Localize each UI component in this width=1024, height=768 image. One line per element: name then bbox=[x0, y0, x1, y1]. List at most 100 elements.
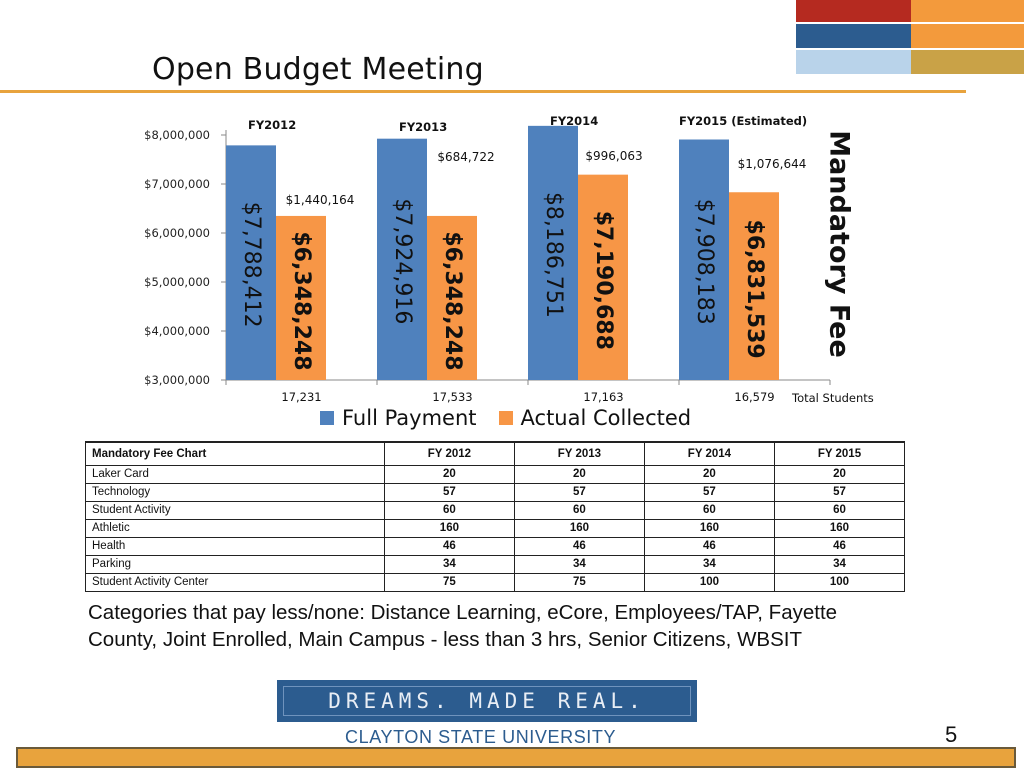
student-count-label: 17,231 bbox=[281, 390, 321, 404]
table-cell: 75 bbox=[383, 573, 515, 592]
y-tick-label: $4,000,000 bbox=[144, 324, 210, 338]
bar-actual-collected bbox=[427, 215, 477, 380]
bar-value-label-actual-collected: $6,348,248 bbox=[440, 231, 465, 370]
legend-item-full-payment: Full Payment bbox=[320, 406, 477, 430]
table-cell: 60 bbox=[383, 501, 515, 520]
y-tick-label: $3,000,000 bbox=[144, 373, 210, 387]
table-cell: 160 bbox=[773, 519, 906, 538]
table-cell: 57 bbox=[643, 483, 775, 502]
dreams-made-real-banner: DREAMS. MADE REAL. bbox=[277, 680, 697, 722]
bar-value-label-full-payment: $7,788,412 bbox=[239, 202, 264, 328]
table-cell: 34 bbox=[513, 555, 645, 574]
bar-value-label-actual-collected: $6,831,539 bbox=[742, 220, 767, 359]
bar-actual-collected bbox=[578, 174, 628, 380]
difference-label: $1,440,164 bbox=[286, 193, 355, 207]
table-cell: Technology bbox=[85, 483, 385, 502]
table-cell: 20 bbox=[513, 465, 645, 484]
table-cell: 57 bbox=[513, 483, 645, 502]
table-cell: 34 bbox=[383, 555, 515, 574]
table-row: Technology 57 57 57 57 bbox=[85, 483, 906, 502]
y-tick-label: $8,000,000 bbox=[144, 128, 210, 142]
legend-swatch-full-payment bbox=[320, 411, 334, 425]
deco-block-orange-top bbox=[911, 0, 1024, 22]
table-cell: Laker Card bbox=[85, 465, 385, 484]
page-number: 5 bbox=[945, 722, 958, 747]
table-cell: 100 bbox=[773, 573, 906, 592]
table-cell: Health bbox=[85, 537, 385, 556]
table-header-row: Mandatory Fee Chart FY 2012 FY 2013 FY 2… bbox=[85, 441, 906, 466]
bar-value-label-full-payment: $7,908,183 bbox=[692, 199, 717, 325]
table-cell: 60 bbox=[643, 501, 775, 520]
student-count-axis-label: Total Students bbox=[791, 391, 874, 405]
legend-label-full-payment: Full Payment bbox=[342, 406, 477, 430]
bar-value-label-full-payment: $7,924,916 bbox=[390, 198, 415, 324]
table-header-cell: FY 2014 bbox=[643, 441, 775, 466]
table-header-cell: FY 2013 bbox=[513, 441, 645, 466]
bar-actual-collected bbox=[276, 215, 326, 380]
table-cell: 60 bbox=[773, 501, 906, 520]
table-header-cell: FY 2015 bbox=[773, 441, 906, 466]
table-cell: 20 bbox=[383, 465, 515, 484]
side-label: Mandatory Fee bbox=[823, 130, 855, 358]
table-header-cell: FY 2012 bbox=[383, 441, 515, 466]
student-count-label: 16,579 bbox=[734, 390, 774, 404]
deco-block-orange bbox=[911, 24, 1024, 48]
mandatory-fee-bar-chart: $3,000,000 $4,000,000 $5,000,000 $6,000,000… bbox=[144, 114, 874, 405]
footer-bar bbox=[16, 747, 1016, 768]
table-row: Laker Card 20 20 20 20 bbox=[85, 465, 906, 484]
table-cell: 46 bbox=[773, 537, 906, 556]
y-tick-label: $7,000,000 bbox=[144, 177, 210, 191]
university-name: CLAYTON STATE UNIVERSITY bbox=[345, 727, 617, 747]
deco-block-blue bbox=[796, 24, 911, 48]
bar-full-payment bbox=[679, 139, 729, 380]
banner-text: DREAMS. MADE REAL. bbox=[328, 689, 646, 713]
student-count-label: 17,533 bbox=[432, 390, 472, 404]
legend-label-actual-collected: Actual Collected bbox=[520, 406, 692, 430]
table-cell: Athletic bbox=[85, 519, 385, 538]
table-cell: 60 bbox=[513, 501, 645, 520]
banner-frame: DREAMS. MADE REAL. bbox=[283, 686, 691, 716]
legend-item-actual-collected: Actual Collected bbox=[498, 406, 692, 430]
category-label: FY2013 bbox=[399, 120, 447, 134]
table-cell: 57 bbox=[383, 483, 515, 502]
table-cell: 160 bbox=[513, 519, 645, 538]
bar-full-payment bbox=[377, 138, 427, 380]
table-cell: Student Activity Center bbox=[85, 573, 385, 592]
legend-swatch-actual-collected bbox=[498, 411, 513, 425]
table-cell: 46 bbox=[513, 537, 645, 556]
bar-value-label-full-payment: $8,186,751 bbox=[541, 192, 566, 318]
student-count-label: 17,163 bbox=[583, 390, 623, 404]
table-cell: 46 bbox=[643, 537, 775, 556]
table-cell: Parking bbox=[85, 555, 385, 574]
table-cell: 34 bbox=[643, 555, 775, 574]
table-cell: 160 bbox=[643, 519, 775, 538]
table-cell: 75 bbox=[513, 573, 645, 592]
table-row: Student Activity Center 75 75 100 100 bbox=[85, 573, 906, 592]
chart-legend: Full Payment Actual Collected bbox=[320, 406, 713, 430]
table-cell: 34 bbox=[773, 555, 906, 574]
difference-label: $684,722 bbox=[437, 150, 494, 164]
table-row: Athletic 160 160 160 160 bbox=[85, 519, 906, 538]
deco-block-lightblue bbox=[796, 50, 911, 74]
mandatory-fee-table: Mandatory Fee Chart FY 2012 FY 2013 FY 2… bbox=[85, 441, 906, 592]
table-row: Health 46 46 46 46 bbox=[85, 537, 906, 556]
table-cell: 20 bbox=[643, 465, 775, 484]
table-cell: 20 bbox=[773, 465, 906, 484]
bar-actual-collected bbox=[729, 192, 779, 380]
bar-value-label-actual-collected: $6,348,248 bbox=[289, 231, 314, 370]
y-tick-label: $5,000,000 bbox=[144, 275, 210, 289]
deco-block-red bbox=[796, 0, 911, 22]
table-row: Parking 34 34 34 34 bbox=[85, 555, 906, 574]
deco-block-gold bbox=[911, 50, 1024, 74]
table-cell: Student Activity bbox=[85, 501, 385, 520]
category-label: FY2012 bbox=[248, 118, 296, 132]
difference-label: $996,063 bbox=[585, 149, 642, 163]
bar-full-payment bbox=[226, 145, 276, 380]
y-tick-label: $6,000,000 bbox=[144, 226, 210, 240]
table-row: Student Activity 60 60 60 60 bbox=[85, 501, 906, 520]
category-label: FY2014 bbox=[550, 114, 598, 128]
page-title: Open Budget Meeting bbox=[152, 52, 484, 87]
difference-label: $1,076,644 bbox=[738, 157, 807, 171]
side-label-box: Mandatory Fee bbox=[799, 130, 879, 364]
category-label: FY2015 (Estimated) bbox=[679, 114, 807, 128]
